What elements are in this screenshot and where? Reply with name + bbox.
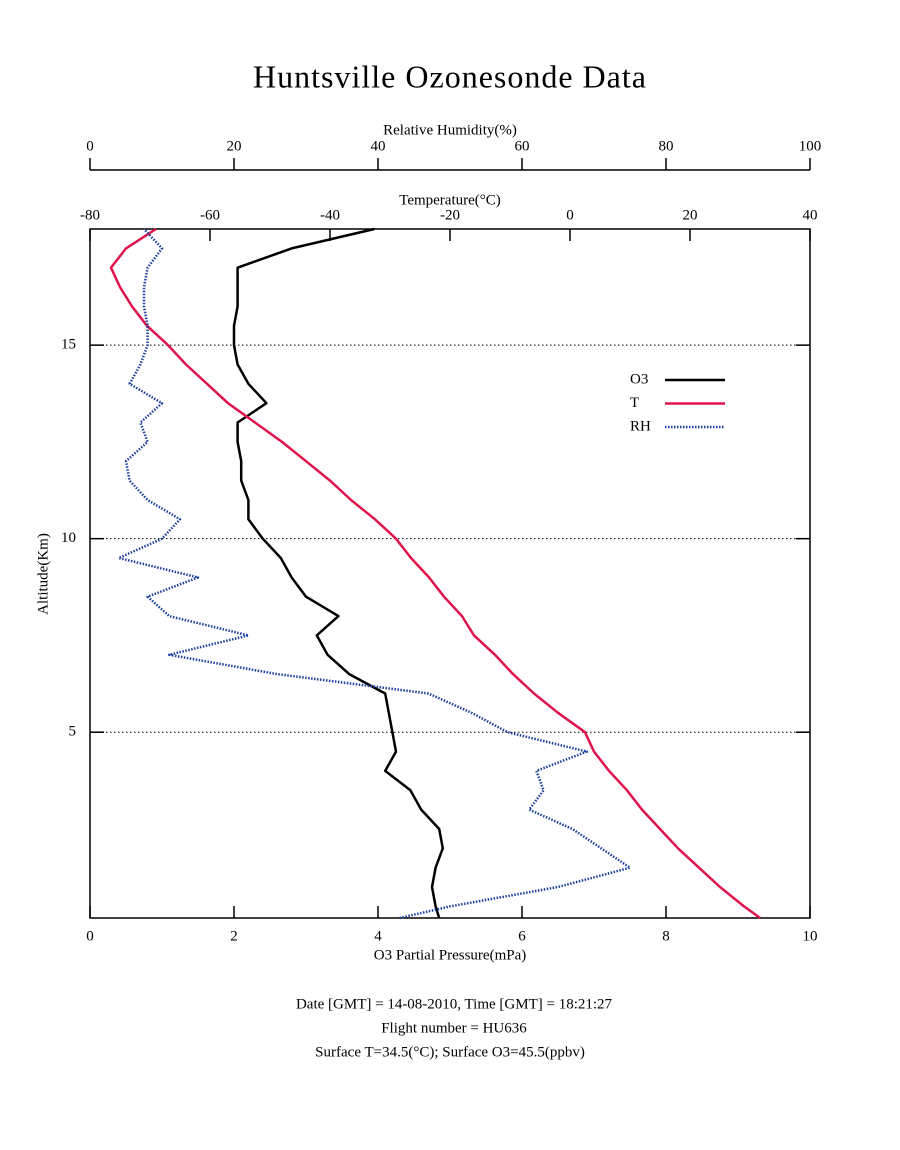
x2-axis-label: Temperature(°C): [399, 192, 501, 208]
x-tick-label: 6: [518, 928, 526, 944]
x2-tick-label: -40: [320, 207, 340, 223]
legend-label: T: [630, 395, 639, 411]
footer-line: Date [GMT] = 14-08-2010, Time [GMT] = 18…: [296, 996, 613, 1012]
x-tick-label: 10: [803, 928, 818, 944]
x2-tick-label: -80: [80, 207, 100, 223]
x2-tick-label: 0: [566, 207, 574, 223]
chart-title: Huntsville Ozonesonde Data: [253, 58, 647, 94]
x2-tick-label: 20: [683, 207, 698, 223]
x-axis-label: O3 Partial Pressure(mPa): [374, 947, 526, 963]
x3-tick-label: 100: [799, 138, 822, 154]
series-line: [109, 227, 761, 920]
x3-tick-label: 40: [371, 138, 386, 154]
x3-tick-label: 60: [515, 138, 530, 154]
x-tick-label: 8: [662, 928, 670, 944]
y-tick-label: 5: [69, 724, 77, 740]
x3-tick-label: 80: [659, 138, 674, 154]
series-line: [232, 227, 445, 919]
x-tick-label: 0: [86, 928, 94, 944]
x2-tick-label: 40: [803, 207, 818, 223]
x2-tick-label: -20: [440, 207, 460, 223]
series-line: [117, 228, 632, 920]
y-tick-label: 10: [61, 530, 76, 546]
plot-frame: [89, 228, 811, 919]
footer-line: Flight number = HU636: [381, 1020, 527, 1036]
footer-line: Surface T=34.5(°C); Surface O3=45.5(ppbv…: [315, 1044, 585, 1060]
x3-tick-label: 20: [227, 138, 242, 154]
x3-axis-label: Relative Humidity(%): [383, 122, 517, 138]
y-tick-label: 15: [61, 337, 76, 353]
y-axis-label: Altitude(Km): [35, 533, 51, 615]
x2-tick-label: -60: [200, 207, 220, 223]
legend-label: RH: [630, 418, 651, 434]
x-tick-label: 2: [230, 928, 238, 944]
legend-label: O3: [630, 371, 648, 387]
x-tick-label: 4: [374, 928, 382, 944]
x3-tick-label: 0: [86, 138, 94, 154]
